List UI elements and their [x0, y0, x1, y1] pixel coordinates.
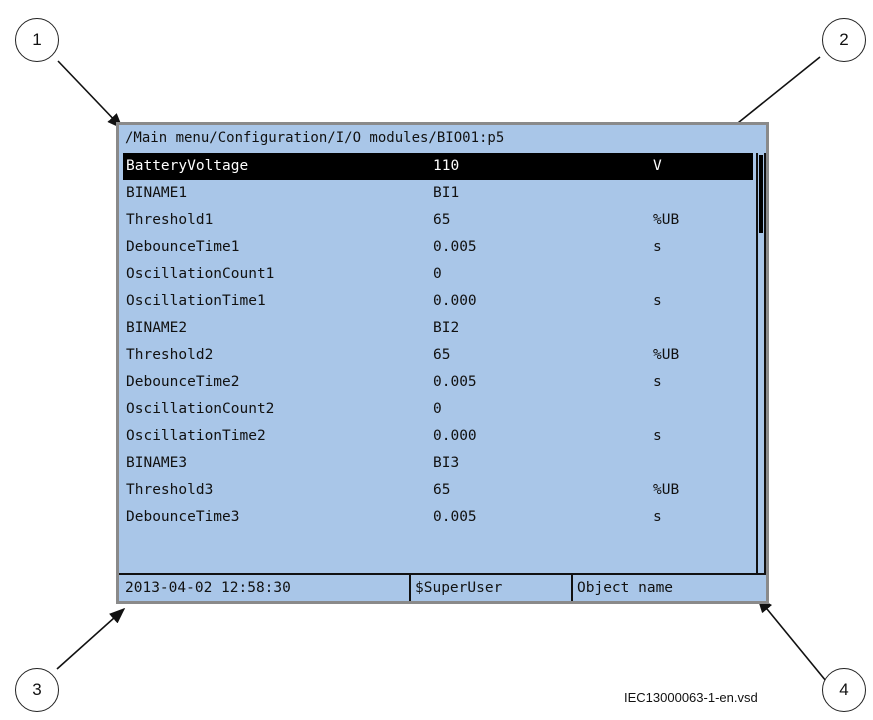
- status-datetime: 2013-04-02 12:58:30: [125, 580, 291, 596]
- parameter-row[interactable]: DebounceTime2 0.005 s: [123, 369, 753, 396]
- parameter-value: 0.005: [433, 239, 477, 255]
- parameter-value: BI3: [433, 455, 460, 471]
- parameter-name: Threshold1: [126, 212, 214, 228]
- parameter-row[interactable]: DebounceTime3 0.005 s: [123, 504, 753, 531]
- callout-4: 4: [822, 668, 866, 712]
- parameter-name: BatteryVoltage: [126, 158, 249, 174]
- parameter-unit: %UB: [653, 347, 680, 363]
- status-bar: 2013-04-02 12:58:30 $SuperUser Object na…: [119, 573, 766, 601]
- parameter-name: Threshold3: [126, 482, 214, 498]
- scroll-thumb[interactable]: [759, 155, 763, 233]
- parameter-row[interactable]: Threshold3 65 %UB: [123, 477, 753, 504]
- parameter-value: 0.000: [433, 293, 477, 309]
- parameter-unit: s: [653, 239, 662, 255]
- parameter-name: BINAME3: [126, 455, 188, 471]
- parameter-unit: %UB: [653, 482, 680, 498]
- arrow-4: [756, 596, 827, 682]
- parameter-name: DebounceTime3: [126, 509, 240, 525]
- parameter-value: 65: [433, 347, 451, 363]
- parameter-row[interactable]: OscillationTime1 0.000 s: [123, 288, 753, 315]
- parameter-value: BI2: [433, 320, 460, 336]
- parameter-value: 110: [433, 158, 460, 174]
- status-divider: [571, 575, 573, 601]
- parameter-name: OscillationCount1: [126, 266, 275, 282]
- scrollbar[interactable]: [756, 153, 766, 573]
- parameter-row[interactable]: DebounceTime1 0.005 s: [123, 234, 753, 261]
- parameter-value: 0.005: [433, 509, 477, 525]
- menu-path-breadcrumb: /Main menu/Configuration/I/O modules/BIO…: [125, 130, 505, 146]
- parameter-name: OscillationTime2: [126, 428, 266, 444]
- callout-3: 3: [15, 668, 59, 712]
- parameter-unit: %UB: [653, 212, 680, 228]
- callout-2: 2: [822, 18, 866, 62]
- parameter-name: Threshold2: [126, 347, 214, 363]
- parameter-row[interactable]: BINAME2 BI2: [123, 315, 753, 342]
- arrow-3: [56, 607, 126, 670]
- figure-reference: IEC13000063-1-en.vsd: [624, 690, 758, 705]
- parameter-unit: s: [653, 293, 662, 309]
- parameter-name: DebounceTime2: [126, 374, 240, 390]
- parameter-value: 0: [433, 266, 442, 282]
- parameter-row[interactable]: OscillationCount2 0: [123, 396, 753, 423]
- parameter-row[interactable]: Threshold2 65 %UB: [123, 342, 753, 369]
- parameter-value: 65: [433, 482, 451, 498]
- parameter-unit: s: [653, 428, 662, 444]
- parameter-value: 0.000: [433, 428, 477, 444]
- lcd-screen: /Main menu/Configuration/I/O modules/BIO…: [116, 122, 769, 604]
- parameter-name: BINAME2: [126, 320, 188, 336]
- parameter-row[interactable]: OscillationCount1 0: [123, 261, 753, 288]
- parameter-row[interactable]: BINAME1 BI1: [123, 180, 753, 207]
- parameter-name: OscillationCount2: [126, 401, 275, 417]
- parameter-row[interactable]: Threshold1 65 %UB: [123, 207, 753, 234]
- parameter-value: 65: [433, 212, 451, 228]
- parameter-name: DebounceTime1: [126, 239, 240, 255]
- parameter-unit: V: [653, 158, 662, 174]
- callout-1: 1: [15, 18, 59, 62]
- parameter-row[interactable]: BatteryVoltage 110 V: [123, 153, 753, 180]
- parameter-unit: s: [653, 374, 662, 390]
- arrow-1: [57, 60, 124, 130]
- parameter-row[interactable]: BINAME3 BI3: [123, 450, 753, 477]
- parameter-value: BI1: [433, 185, 460, 201]
- status-divider: [409, 575, 411, 601]
- parameter-name: BINAME1: [126, 185, 188, 201]
- parameter-value: 0.005: [433, 374, 477, 390]
- status-object-name: Object name: [577, 580, 674, 596]
- parameter-unit: s: [653, 509, 662, 525]
- parameter-value: 0: [433, 401, 442, 417]
- parameter-row[interactable]: OscillationTime2 0.000 s: [123, 423, 753, 450]
- parameter-list: BatteryVoltage 110 V BINAME1 BI1 Threshold1 65…: [123, 153, 753, 531]
- status-user: $SuperUser: [415, 580, 503, 596]
- parameter-name: OscillationTime1: [126, 293, 266, 309]
